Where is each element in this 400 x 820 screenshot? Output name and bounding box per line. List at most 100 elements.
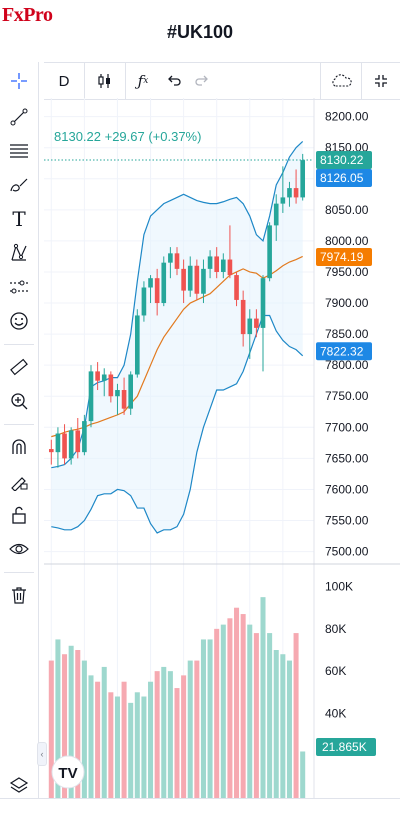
volume-bar [128, 702, 134, 798]
band-upper-tag-label: 8126.05 [320, 171, 364, 185]
candle-body [214, 256, 220, 272]
candle-body [187, 265, 193, 291]
text-icon[interactable]: T [12, 207, 26, 231]
redo-icon[interactable] [188, 63, 216, 99]
candle-body [267, 225, 272, 279]
candle-body [293, 188, 299, 198]
candlestick-icon[interactable] [85, 63, 125, 99]
band-upper-tag [316, 168, 372, 187]
candle-body [234, 275, 239, 300]
volume-bar [273, 650, 279, 798]
unlock-icon[interactable] [6, 502, 32, 528]
brand-logo: FxPro [2, 4, 53, 26]
candle-body [82, 421, 87, 453]
volume-bar [55, 639, 61, 798]
candle-body [201, 268, 206, 294]
interval-button[interactable]: D [58, 72, 70, 90]
candle-body [280, 197, 286, 204]
price-tick-label: 7700.00 [325, 420, 369, 434]
price-change-info: 8130.22 +29.67 (+0.37%) [54, 129, 201, 144]
drawing-toolbar: T [0, 62, 39, 798]
volume-bar [141, 696, 147, 798]
emoji-icon[interactable] [6, 308, 32, 334]
volume-bar [108, 692, 114, 798]
volume-bar [181, 675, 187, 798]
volume-bar [260, 597, 266, 798]
price-tick-label: 7550.00 [325, 514, 369, 528]
bottom-border [0, 798, 400, 799]
volume-bar [81, 660, 87, 798]
candle-body [148, 278, 153, 288]
last-price-tag [316, 150, 372, 169]
ma-tag-label: 7974.19 [320, 250, 364, 264]
candle-body [194, 265, 200, 294]
fib-lines-icon[interactable] [6, 138, 32, 164]
candle-body [62, 433, 67, 459]
candle-body [115, 390, 120, 397]
candle-body [95, 371, 100, 381]
tradingview-logo[interactable]: TV [51, 755, 85, 789]
band-lower-tag [316, 342, 372, 361]
candles [48, 153, 306, 468]
volume-bar [134, 692, 140, 798]
candle-body [300, 160, 306, 198]
cloud-icon[interactable] [321, 63, 361, 99]
volume-bar [207, 639, 213, 798]
volume-tick-label: 100K [325, 580, 353, 594]
ma-tag [316, 247, 372, 266]
volume-tick-label: 40K [325, 706, 346, 720]
band-lower-tag-label: 7822.32 [320, 344, 364, 358]
volume-bar [227, 618, 233, 798]
price-tick-label: 7500.00 [325, 545, 369, 559]
volume-bar [48, 660, 54, 798]
chart-area[interactable]: 8200.008150.008100.008050.008000.007950.… [44, 98, 400, 798]
svg-text:TV: TV [58, 765, 77, 782]
candle-body [227, 259, 233, 276]
layers-icon[interactable] [6, 772, 32, 798]
candle-body [128, 374, 134, 409]
candle-body [55, 433, 61, 453]
eye-icon[interactable] [6, 536, 32, 562]
pattern-icon[interactable] [6, 240, 32, 266]
candle-body [75, 430, 81, 453]
trash-icon[interactable] [6, 582, 32, 608]
candle-body [240, 299, 246, 335]
prediction-icon[interactable] [6, 274, 32, 300]
undo-icon[interactable] [160, 63, 188, 99]
fullscreen-icon[interactable] [362, 63, 400, 99]
volume-bar [161, 666, 167, 798]
volume-bar [267, 633, 273, 798]
volume-bar [214, 628, 220, 798]
candle-body [254, 318, 259, 328]
zoom-in-icon[interactable] [6, 388, 32, 414]
volume-bar [220, 624, 226, 798]
price-tick-label: 8050.00 [325, 203, 369, 217]
symbol-title[interactable]: #UK100 [166, 22, 234, 42]
price-chart[interactable]: 8200.008150.008100.008050.008000.007950.… [44, 98, 400, 798]
moving-average-line [51, 255, 303, 438]
candle-body [134, 315, 140, 375]
ruler-icon[interactable] [6, 354, 32, 380]
price-tick-label: 7800.00 [325, 358, 369, 372]
crosshair-icon[interactable] [6, 68, 32, 94]
candle-body [181, 268, 186, 291]
volume-bar [293, 633, 299, 798]
volume-bar [95, 681, 101, 798]
price-tick-label: 7900.00 [325, 296, 369, 310]
volume-bars [48, 597, 306, 798]
trend-line-icon[interactable] [6, 104, 32, 130]
price-tick-label: 8000.00 [325, 234, 369, 248]
price-tick-label: 7600.00 [325, 482, 369, 496]
volume-bar [200, 639, 206, 798]
candle-body [174, 253, 180, 269]
collapse-toolbar-button[interactable]: ‹ [37, 742, 47, 766]
volume-bar [253, 633, 259, 798]
volume-axis: 100K 80K 60K 40K [325, 580, 353, 721]
candle-body [247, 318, 253, 335]
lock-drawing-icon[interactable] [6, 468, 32, 494]
magnet-icon[interactable] [6, 434, 32, 460]
volume-bar [68, 645, 74, 798]
volume-bar [187, 660, 193, 798]
brush-icon[interactable] [6, 172, 32, 198]
